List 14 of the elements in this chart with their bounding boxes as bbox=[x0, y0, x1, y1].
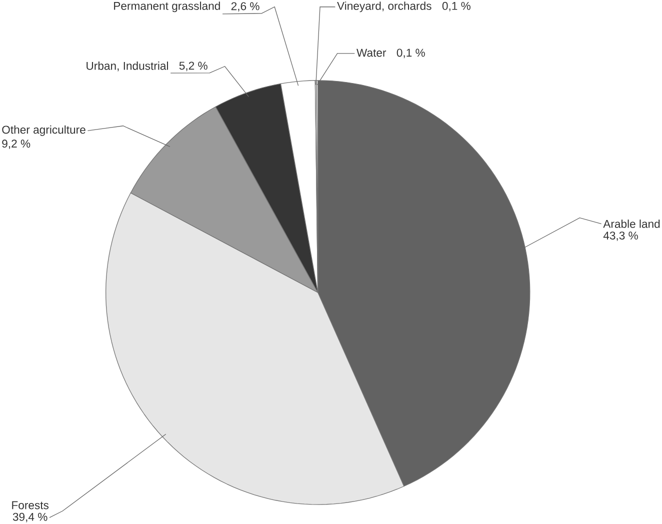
slice-label: Vineyard, orchards bbox=[337, 2, 432, 12]
data-label: 9,2 % bbox=[2, 140, 30, 150]
slice-label: Arable land bbox=[603, 220, 660, 228]
slice-label: Forests bbox=[12, 501, 49, 510]
data-label: 0,1 % bbox=[442, 2, 470, 12]
data-label: 39,4 % bbox=[12, 512, 48, 522]
data-label: 5,2 % bbox=[179, 62, 208, 72]
data-label: 2,6 % bbox=[231, 2, 260, 12]
slice-label: Urban, Industrial bbox=[86, 62, 168, 72]
slice-label: Permanent grassland bbox=[114, 2, 220, 12]
slice-label: Water bbox=[356, 48, 386, 57]
data-label: 0,1 % bbox=[396, 48, 425, 58]
slice-label: Other agriculture bbox=[2, 125, 86, 136]
data-label: 43,3 % bbox=[603, 232, 638, 242]
